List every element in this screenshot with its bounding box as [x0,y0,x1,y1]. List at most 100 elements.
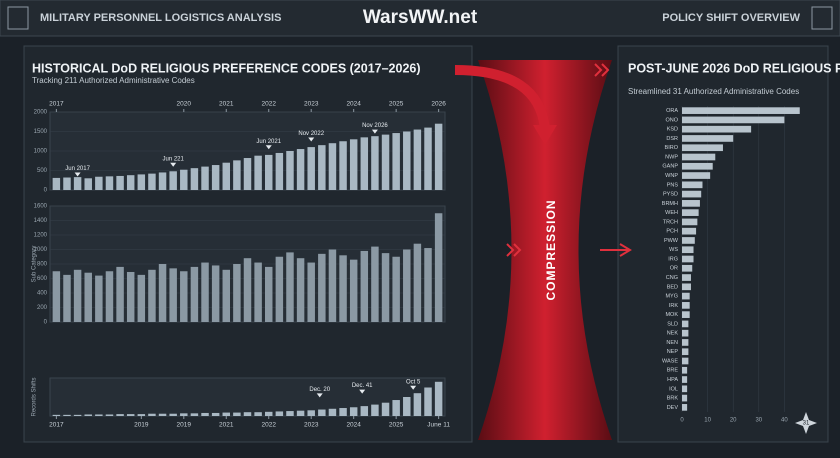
bar [158,172,167,190]
y-tick-label: 1000 [34,247,48,253]
y-tick-label: WS [669,247,678,253]
annotation: Jun 2017 [65,166,90,172]
bar [201,412,209,416]
bar [275,411,284,416]
annotation-marker [170,162,177,167]
bar [682,200,700,207]
x-tick-label: 2021 [219,422,234,429]
bar [84,414,92,416]
bar [148,269,156,322]
y-tick-label: CNG [666,275,678,281]
bar [682,107,800,114]
bar [105,271,114,322]
bar [243,258,252,322]
annotation: Dec. 20 [309,387,330,393]
annotation: Nov 2022 [298,131,324,137]
bar [222,412,230,416]
bar [52,177,61,190]
annotation-marker [359,389,366,394]
y-tick-label: IRK [669,303,679,309]
bar [180,169,188,190]
bar [349,259,358,322]
bar [392,133,400,190]
y-tick-label: HPA [667,377,678,383]
y-tick-label: NEN [666,340,678,346]
bar [682,190,702,198]
chart-title: POST-JUNE 2026 DoD RELIGIOUS PREFERENCE … [628,61,840,75]
x-tick-label: 2021 [219,101,234,108]
bar [682,376,688,383]
y-tick-label: BED [667,284,678,290]
y-tick-label: WNP [665,173,678,179]
x-tick-label: 30 [755,418,762,424]
y-tick-label: GANP [662,164,678,170]
bar [413,129,422,190]
bar [190,413,199,416]
bar [116,266,124,322]
bar [392,256,400,322]
x-tick-label: 2022 [262,101,277,108]
x-tick-label: 2025 [389,101,404,108]
bar [682,255,694,263]
bar [371,246,379,322]
bar [254,262,262,322]
bar [222,162,230,190]
x-tick-label: 2022 [262,422,277,429]
bar [126,175,135,190]
bar [126,414,135,416]
bar [381,134,390,190]
badge: 31 [803,421,810,427]
y-tick-label: NEK [667,331,679,337]
bar [682,125,752,133]
y-tick-label: BRE [667,368,679,374]
bar [682,348,689,356]
bar [73,269,82,322]
bar [682,209,699,216]
x-tick-label: 2017 [49,101,64,108]
bar [105,176,114,190]
bar [682,227,697,235]
bar [682,339,689,346]
bar [190,168,199,190]
bar [148,173,156,190]
bar [307,147,315,190]
bar [328,249,337,322]
bar [682,311,690,318]
bar [126,271,135,322]
bar [434,213,443,322]
y-tick-label: PWW [664,238,679,244]
bar [682,153,716,161]
bar [682,320,689,328]
bar [296,410,305,416]
bar [682,237,695,244]
y-tick-label: KSD [667,127,678,133]
bar [682,404,688,411]
y-tick-label: NEP [667,349,679,355]
compression-label: COMPRESSION [544,199,558,300]
x-tick-label: 10 [704,418,711,424]
chart-subtitle: Streamlined 31 Authorized Administrative… [628,87,799,96]
bar [84,178,92,190]
bar [275,256,284,322]
chart-title: HISTORICAL DoD RELIGIOUS PREFERENCE CODE… [32,61,421,75]
annotation-marker [265,145,272,150]
bar [265,266,273,322]
bar [286,252,294,322]
annotation-marker [410,385,417,390]
annotation: Dec. 41 [352,383,373,389]
bar [222,269,230,322]
bar [63,177,71,190]
compression-funnel [478,60,612,440]
y-tick-label: WEH [665,210,678,216]
annotation-marker [74,172,81,177]
bar [682,135,734,142]
annotation: Jun 221 [162,156,184,162]
bar [95,176,103,190]
bar [682,116,785,124]
bar [73,177,82,190]
x-tick-label: 40 [781,418,788,424]
bar [682,302,690,309]
bar [148,413,156,416]
x-tick-label: 2024 [346,101,361,108]
bar [349,139,358,190]
